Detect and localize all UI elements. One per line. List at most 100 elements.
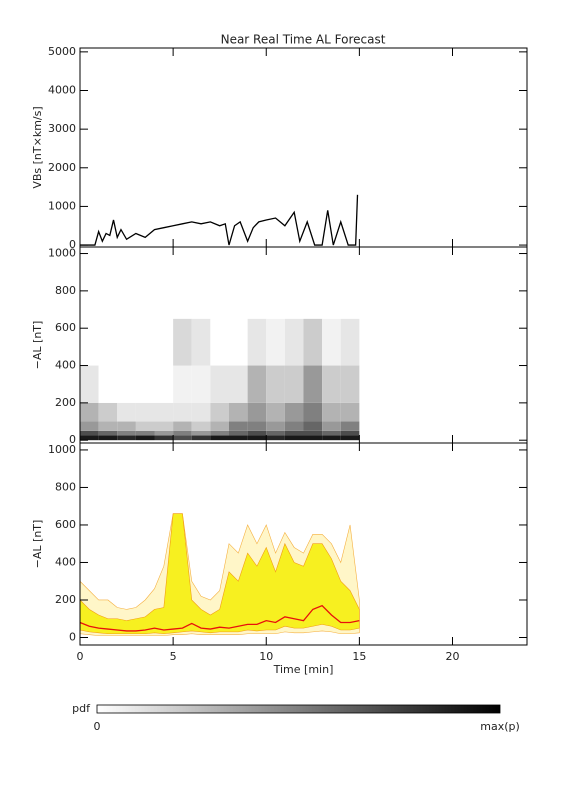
heatmap-cell (340, 365, 360, 403)
colorbar-label: pdf (72, 702, 91, 715)
heatmap-cell (117, 402, 136, 422)
heatmap-cell (284, 421, 304, 431)
heatmap-cell (173, 318, 192, 366)
heatmap-cell (135, 421, 155, 431)
heatmap-cell (340, 435, 360, 441)
heatmap-cell (173, 421, 192, 431)
band-area (79, 513, 360, 635)
heatmap-cell (154, 402, 174, 422)
plot-frame (79, 47, 528, 248)
data-line (80, 194, 359, 246)
x-axis-label: Time [min] (273, 663, 334, 676)
heatmap-cell (229, 421, 248, 431)
heatmap-cell (80, 318, 99, 366)
x-tick-label: 10 (259, 650, 273, 663)
y-tick-label: 1000 (48, 443, 76, 456)
heatmap-cell (191, 421, 211, 431)
heatmap-cell (98, 430, 118, 436)
heatmap-cell (98, 435, 118, 441)
heatmap-cell (247, 365, 267, 403)
heatmap-cell (135, 435, 155, 441)
heatmap-cell (266, 402, 285, 422)
y-tick-label: 5000 (48, 45, 76, 58)
heatmap-cell (322, 402, 341, 422)
heatmap-cell (229, 430, 248, 436)
heatmap-cell (247, 430, 267, 436)
colorbar (96, 704, 501, 714)
y-tick-label: 800 (55, 284, 76, 297)
heatmap-cell (340, 421, 360, 431)
y-tick-label: 600 (55, 518, 76, 531)
y-axis-label: VBs [nT×km/s] (31, 106, 44, 188)
heatmap-cell (98, 318, 118, 366)
y-tick-label: 0 (69, 433, 76, 446)
heatmap-cell (303, 430, 323, 436)
heatmap-cell (117, 421, 136, 431)
y-tick-label: 3000 (48, 122, 76, 135)
y-axis-label: −AL [nT] (31, 520, 44, 569)
heatmap-cell (284, 402, 304, 422)
heatmap-cell (266, 318, 285, 366)
data-line (79, 604, 360, 632)
heatmap-cell (284, 365, 304, 403)
heatmap-cell (266, 365, 285, 403)
heatmap-cell (117, 435, 136, 441)
heatmap-cell (173, 365, 192, 403)
y-tick-label: 800 (55, 480, 76, 493)
y-axis-label: −AL [nT] (31, 321, 44, 370)
heatmap-cell (284, 435, 304, 441)
heatmap-cell (154, 430, 174, 436)
heatmap-cell (135, 430, 155, 436)
heatmap-cell (322, 318, 341, 366)
y-tick-label: 600 (55, 321, 76, 334)
heatmap-cell (247, 421, 267, 431)
heatmap-cell (322, 430, 341, 436)
heatmap-cell (154, 365, 174, 403)
heatmap-cell (210, 435, 229, 441)
heatmap-cell (154, 421, 174, 431)
heatmap-cell (210, 318, 229, 366)
heatmap-cell (247, 435, 267, 441)
heatmap-cell (135, 365, 155, 403)
heatmap-cell (80, 421, 99, 431)
plot-frame (79, 442, 528, 646)
heatmap-cell (303, 365, 323, 403)
y-tick-label: 2000 (48, 161, 76, 174)
y-tick-label: 200 (55, 593, 76, 606)
heatmap-cell (247, 318, 267, 366)
x-tick-label: 0 (77, 650, 84, 663)
heatmap-cell (247, 402, 267, 422)
y-tick-label: 1000 (48, 199, 76, 212)
heatmap-cell (340, 402, 360, 422)
heatmap-cell (154, 318, 174, 366)
y-tick-label: 0 (69, 238, 76, 251)
heatmap-cell (229, 402, 248, 422)
heatmap-cell (322, 365, 341, 403)
heatmap-cell (322, 421, 341, 431)
heatmap-cell (229, 365, 248, 403)
y-tick-label: 400 (55, 555, 76, 568)
heatmap-cell (210, 402, 229, 422)
heatmap-cell (173, 402, 192, 422)
heatmap-cell (117, 430, 136, 436)
heatmap-cell (98, 402, 118, 422)
heatmap-cell (266, 430, 285, 436)
heatmap-cell (154, 435, 174, 441)
heatmap-cell (80, 435, 99, 441)
y-tick-label: 1000 (48, 247, 76, 260)
x-tick-label: 20 (446, 650, 460, 663)
heatmap-cell (191, 318, 211, 366)
heatmap-cell (210, 365, 229, 403)
heatmap-cell (340, 318, 360, 366)
y-tick-label: 0 (69, 630, 76, 643)
heatmap-cell (117, 318, 136, 366)
heatmap-cell (266, 435, 285, 441)
heatmap-cell (303, 435, 323, 441)
heatmap-cell (191, 402, 211, 422)
heatmap-cell (229, 435, 248, 441)
heatmap-cell (135, 318, 155, 366)
x-tick-label: 5 (170, 650, 177, 663)
colorbar-max: max(p) (480, 720, 520, 733)
heatmap-cell (303, 402, 323, 422)
